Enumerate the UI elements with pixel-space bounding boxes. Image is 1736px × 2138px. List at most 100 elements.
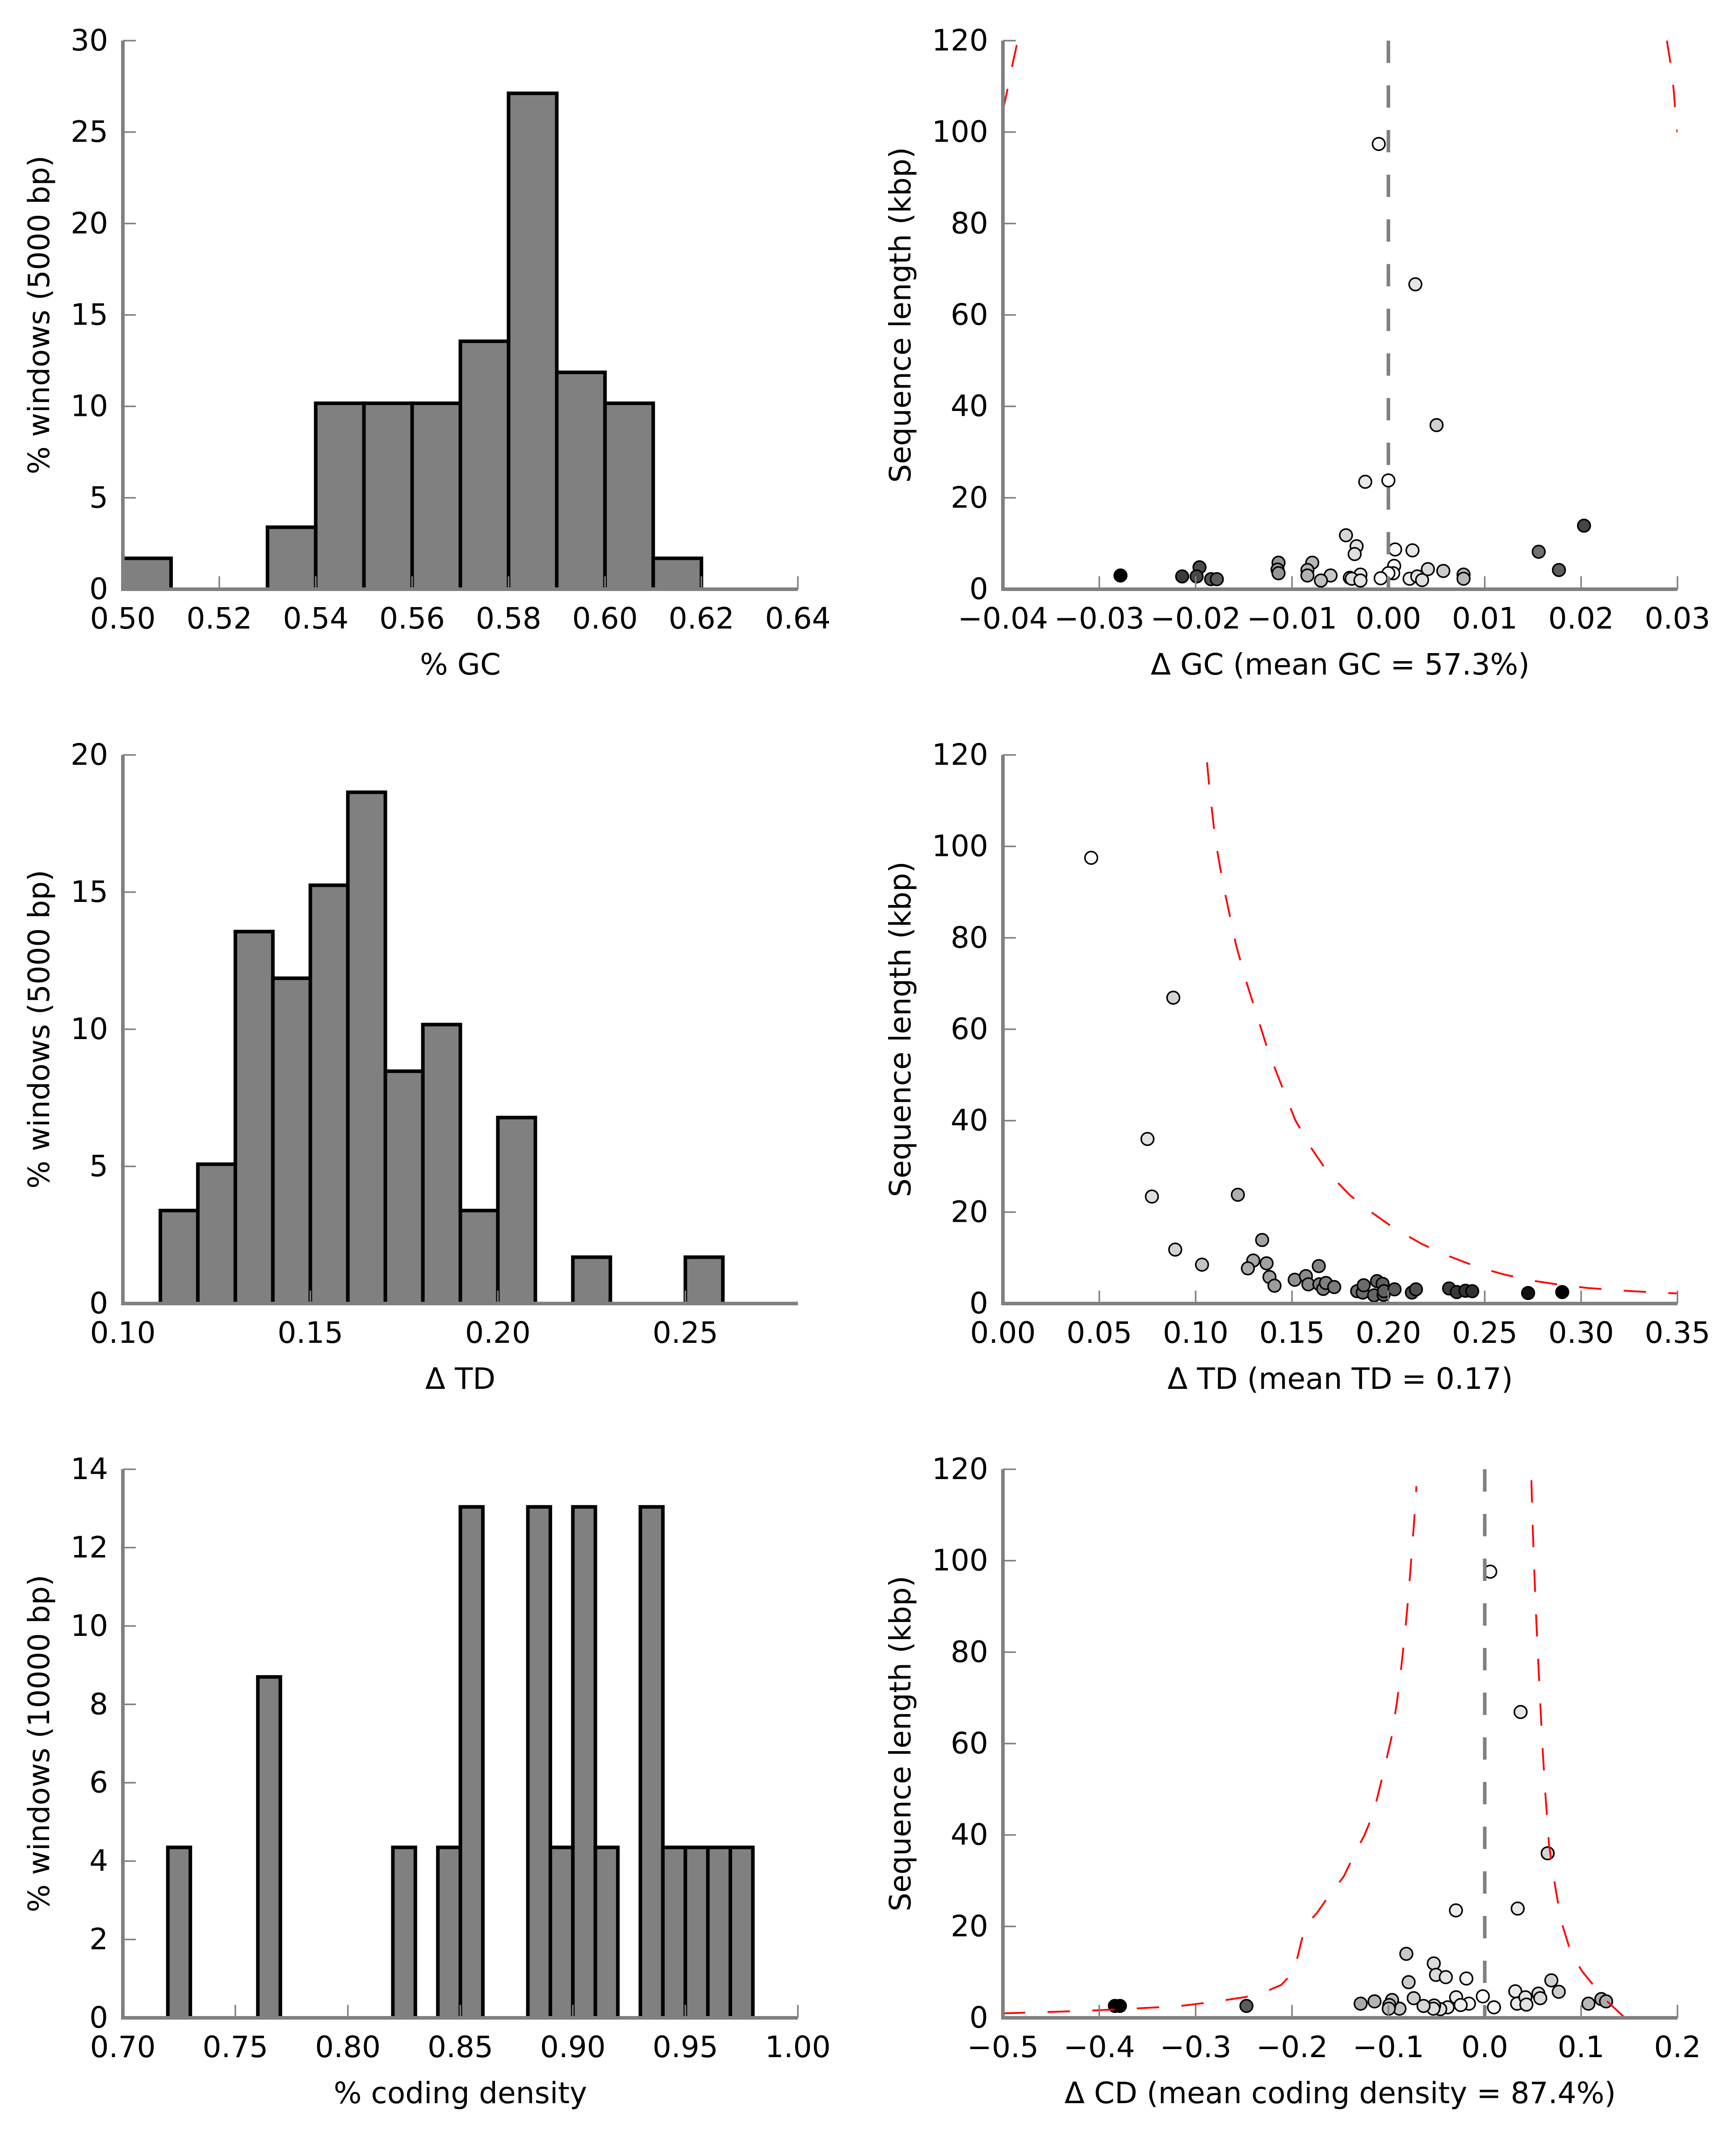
- histogram-bar: [121, 556, 173, 591]
- histogram-bar: [661, 1845, 688, 2020]
- y-axis-label: % windows (5000 bp): [22, 870, 56, 1189]
- histogram-bar: [308, 883, 350, 1305]
- gc-histogram-panel: 0.50 0.52 0.54 0.56 0.58 0.60 0.62 0.64 0 5 10 15 20…: [22, 23, 830, 682]
- data-point: [1409, 1282, 1423, 1297]
- data-point: [1465, 1284, 1480, 1299]
- histogram-bar: [683, 1845, 710, 2020]
- data-point: [1300, 568, 1315, 583]
- y-tick-label: 20: [951, 1909, 988, 1943]
- y-axis-label: Sequence length (kbp): [883, 147, 918, 482]
- td-histogram-panel: 0.10 0.15 0.20 0.25 0 5 10 15 20 Δ TD % windows (5…: [22, 738, 798, 1396]
- y-tick-label: 0: [89, 1286, 108, 1321]
- y-tick-label: 30: [71, 23, 108, 58]
- histogram-bar: [362, 401, 414, 591]
- histogram-bar: [233, 930, 275, 1305]
- x-tick-label: 0.15: [277, 1316, 343, 1350]
- x-tick-label: −0.4: [1064, 2030, 1135, 2064]
- data-point: [1239, 1999, 1254, 2013]
- data-point: [1415, 573, 1430, 587]
- x-tick-label: −0.04: [958, 601, 1048, 636]
- x-tick-label: 0.10: [90, 1316, 156, 1350]
- data-point: [1327, 1280, 1342, 1294]
- scatter-points: [1084, 851, 1569, 1303]
- histogram-bar: [683, 1255, 725, 1305]
- x-tick-label: 0.01: [1452, 601, 1518, 636]
- x-tick-label: −0.5: [967, 2030, 1039, 2064]
- x-tick-label: 0.30: [1548, 1316, 1614, 1350]
- histogram-bar: [271, 976, 312, 1305]
- cd-scatter-panel: −0.5 −0.4 −0.3 −0.2 −0.1 0.0 0.1 0.2 0 20 40 60 80 10…: [883, 1452, 1701, 2110]
- x-tick-label: 0.52: [186, 601, 252, 636]
- data-point: [1271, 566, 1286, 580]
- data-point: [1421, 562, 1435, 576]
- histogram-bar: [256, 1675, 282, 2020]
- data-point: [1373, 571, 1388, 586]
- data-point: [1353, 573, 1368, 588]
- scatter-points: [1113, 137, 1591, 588]
- histogram-bar: [458, 339, 511, 591]
- data-point: [1140, 1132, 1155, 1146]
- x-tick-label: 0.03: [1645, 601, 1711, 636]
- histogram-bar: [265, 525, 318, 591]
- x-tick-label: 0.50: [90, 601, 156, 636]
- data-point: [1168, 1242, 1182, 1257]
- x-axis-label: Δ GC (mean GC = 57.3%): [1151, 647, 1530, 682]
- y-tick-label: 10: [71, 1609, 108, 1643]
- data-point: [1387, 1282, 1402, 1297]
- y-tick-label: 100: [932, 829, 988, 864]
- y-tick-label: 80: [951, 920, 988, 955]
- histogram-bar: [496, 1115, 537, 1305]
- y-tick-label: 12: [71, 1530, 108, 1564]
- data-point: [1312, 1259, 1326, 1273]
- x-tick-label: −0.01: [1247, 601, 1337, 636]
- data-point: [1521, 1286, 1535, 1300]
- histogram-bar: [391, 1845, 417, 2020]
- x-tick-label: 0.15: [1259, 1316, 1325, 1350]
- data-point: [1531, 545, 1546, 559]
- x-tick-label: 0.58: [476, 601, 541, 636]
- x-tick-label: 0.62: [669, 601, 734, 636]
- x-tick-label: 0.0: [1461, 2030, 1508, 2064]
- y-axis-label: % windows (10000 bp): [22, 1575, 56, 1912]
- y-tick-label: 14: [71, 1452, 108, 1486]
- y-tick-label: 0: [969, 1286, 988, 1321]
- gc-scatter-panel: −0.04 −0.03 −0.02 −0.01 0.00 0.01 0.02 0.03 0 20 4…: [883, 23, 1710, 682]
- data-point: [1453, 1998, 1468, 2012]
- x-tick-label: 0.75: [202, 2030, 268, 2064]
- y-axis-label: % windows (5000 bp): [22, 155, 56, 474]
- x-tick-label: 0.54: [283, 601, 348, 636]
- y-tick-label: 40: [951, 1818, 988, 1852]
- y-tick-label: 0: [969, 2000, 988, 2035]
- x-tick-label: −0.03: [1054, 601, 1145, 636]
- y-tick-label: 100: [932, 1543, 988, 1578]
- data-point: [1210, 572, 1224, 587]
- data-point: [1231, 1187, 1245, 1202]
- histogram-bar: [571, 1255, 612, 1305]
- data-point: [1540, 1846, 1555, 1861]
- data-point: [1113, 568, 1128, 583]
- histogram-bar: [638, 1505, 665, 2020]
- y-tick-label: 15: [71, 875, 108, 909]
- histogram-bar: [158, 1208, 200, 1305]
- histogram-bar: [603, 401, 655, 591]
- y-tick-label: 4: [89, 1844, 108, 1878]
- x-tick-label: 0.95: [653, 2030, 718, 2064]
- histogram-bar: [436, 1845, 462, 2020]
- histogram-bar: [314, 401, 366, 591]
- x-tick-label: 0.05: [1066, 1316, 1132, 1350]
- data-point: [1267, 1279, 1282, 1293]
- data-point: [1577, 519, 1591, 533]
- y-tick-label: 20: [951, 480, 988, 515]
- y-tick-label: 6: [89, 1765, 108, 1800]
- y-tick-label: 25: [71, 115, 108, 149]
- y-tick-label: 120: [932, 23, 988, 58]
- y-tick-label: 15: [71, 298, 108, 332]
- data-point: [1408, 277, 1423, 292]
- y-tick-label: 120: [932, 738, 988, 772]
- y-tick-label: 60: [951, 1012, 988, 1046]
- x-tick-label: 0.1: [1558, 2030, 1605, 2064]
- y-tick-label: 20: [71, 738, 108, 772]
- td-scatter-panel: 0.00 0.05 0.10 0.15 0.20 0.25 0.30 0.35 0 20 40 60 8…: [883, 738, 1710, 1396]
